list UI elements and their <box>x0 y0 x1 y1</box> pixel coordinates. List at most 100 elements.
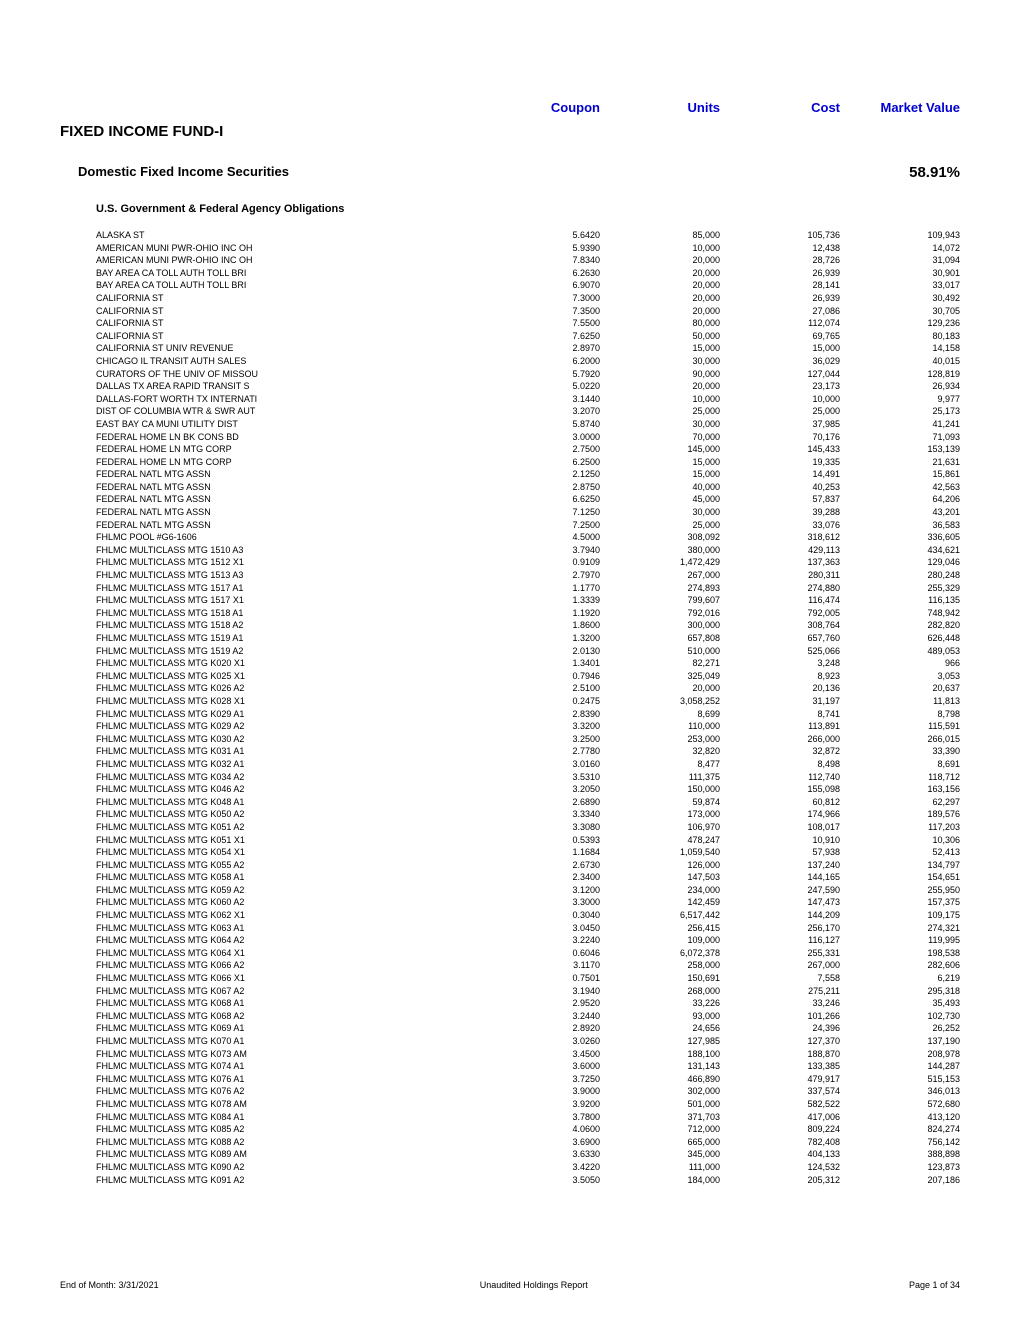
security-name: FHLMC MULTICLASS MTG K090 A2 <box>96 1161 500 1174</box>
table-row: FHLMC MULTICLASS MTG 1517 X11.3339799,60… <box>96 594 960 607</box>
market-value: 14,158 <box>840 342 960 355</box>
cost-value: 144,209 <box>720 909 840 922</box>
table-row: FHLMC MULTICLASS MTG 1512 X10.91091,472,… <box>96 556 960 569</box>
cost-value: 31,197 <box>720 695 840 708</box>
coupon-value: 7.8340 <box>500 254 600 267</box>
table-row: FEDERAL HOME LN BK CONS BD3.000070,00070… <box>96 431 960 444</box>
table-row: ALASKA ST5.642085,000105,736109,943 <box>96 229 960 242</box>
market-value: 295,318 <box>840 985 960 998</box>
market-value: 115,591 <box>840 720 960 733</box>
cost-value: 116,474 <box>720 594 840 607</box>
units-value: 110,000 <box>600 720 720 733</box>
security-name: FHLMC MULTICLASS MTG K058 A1 <box>96 871 500 884</box>
footer-report-title: Unaudited Holdings Report <box>480 1280 588 1290</box>
units-value: 665,000 <box>600 1136 720 1149</box>
cost-value: 15,000 <box>720 342 840 355</box>
cost-value: 582,522 <box>720 1098 840 1111</box>
units-value: 792,016 <box>600 607 720 620</box>
header-market-value: Market Value <box>840 100 960 115</box>
cost-value: 145,433 <box>720 443 840 456</box>
security-name: ALASKA ST <box>96 229 500 242</box>
units-value: 799,607 <box>600 594 720 607</box>
units-value: 268,000 <box>600 985 720 998</box>
cost-value: 8,498 <box>720 758 840 771</box>
security-name: CALIFORNIA ST <box>96 317 500 330</box>
coupon-value: 3.7800 <box>500 1111 600 1124</box>
security-name: FHLMC MULTICLASS MTG K066 A2 <box>96 959 500 972</box>
units-value: 274,893 <box>600 582 720 595</box>
cost-value: 101,266 <box>720 1010 840 1023</box>
coupon-value: 5.9390 <box>500 242 600 255</box>
table-row: FHLMC MULTICLASS MTG K068 A12.952033,226… <box>96 997 960 1010</box>
cost-value: 124,532 <box>720 1161 840 1174</box>
market-value: 80,183 <box>840 330 960 343</box>
security-name: FHLMC MULTICLASS MTG 1517 X1 <box>96 594 500 607</box>
coupon-value: 3.3000 <box>500 896 600 909</box>
security-name: FHLMC MULTICLASS MTG K031 A1 <box>96 745 500 758</box>
market-value: 33,390 <box>840 745 960 758</box>
market-value: 35,493 <box>840 997 960 1010</box>
security-name: FHLMC MULTICLASS MTG K029 A1 <box>96 708 500 721</box>
security-name: FHLMC MULTICLASS MTG K078 AM <box>96 1098 500 1111</box>
table-row: FHLMC MULTICLASS MTG K048 A12.689059,874… <box>96 796 960 809</box>
coupon-value: 3.0160 <box>500 758 600 771</box>
security-name: FHLMC MULTICLASS MTG 1519 A1 <box>96 632 500 645</box>
market-value: 11,813 <box>840 695 960 708</box>
coupon-value: 3.9000 <box>500 1085 600 1098</box>
security-name: FHLMC MULTICLASS MTG K063 A1 <box>96 922 500 935</box>
security-name: FHLMC MULTICLASS MTG K064 A2 <box>96 934 500 947</box>
coupon-value: 0.2475 <box>500 695 600 708</box>
units-value: 10,000 <box>600 393 720 406</box>
table-row: AMERICAN MUNI PWR-OHIO INC OH7.834020,00… <box>96 254 960 267</box>
table-row: FEDERAL NATL MTG ASSN7.125030,00039,2884… <box>96 506 960 519</box>
coupon-value: 3.7250 <box>500 1073 600 1086</box>
market-value: 189,576 <box>840 808 960 821</box>
security-name: FEDERAL NATL MTG ASSN <box>96 493 500 506</box>
table-row: FHLMC MULTICLASS MTG 1513 A32.7970267,00… <box>96 569 960 582</box>
table-row: FHLMC MULTICLASS MTG K073 AM3.4500188,10… <box>96 1048 960 1061</box>
table-row: FHLMC MULTICLASS MTG K067 A23.1940268,00… <box>96 985 960 998</box>
security-name: FHLMC MULTICLASS MTG 1518 A2 <box>96 619 500 632</box>
market-value: 3,053 <box>840 670 960 683</box>
coupon-value: 2.8750 <box>500 481 600 494</box>
table-row: FHLMC MULTICLASS MTG K020 X11.340182,271… <box>96 657 960 670</box>
page-footer: End of Month: 3/31/2021 Unaudited Holdin… <box>60 1280 960 1290</box>
table-row: FHLMC MULTICLASS MTG K029 A23.3200110,00… <box>96 720 960 733</box>
units-value: 150,000 <box>600 783 720 796</box>
units-value: 256,415 <box>600 922 720 935</box>
cost-value: 112,740 <box>720 771 840 784</box>
coupon-value: 7.1250 <box>500 506 600 519</box>
table-row: FHLMC MULTICLASS MTG K064 A23.2240109,00… <box>96 934 960 947</box>
coupon-value: 0.7501 <box>500 972 600 985</box>
units-value: 25,000 <box>600 405 720 418</box>
table-row: CALIFORNIA ST7.350020,00027,08630,705 <box>96 305 960 318</box>
coupon-value: 7.3000 <box>500 292 600 305</box>
cost-value: 20,136 <box>720 682 840 695</box>
table-row: FHLMC MULTICLASS MTG K084 A13.7800371,70… <box>96 1111 960 1124</box>
units-value: 10,000 <box>600 242 720 255</box>
table-row: FHLMC MULTICLASS MTG K034 A23.5310111,37… <box>96 771 960 784</box>
table-row: FHLMC MULTICLASS MTG K066 A23.1170258,00… <box>96 959 960 972</box>
cost-value: 337,574 <box>720 1085 840 1098</box>
units-value: 510,000 <box>600 645 720 658</box>
security-name: FHLMC MULTICLASS MTG K020 X1 <box>96 657 500 670</box>
market-value: 966 <box>840 657 960 670</box>
security-name: FHLMC MULTICLASS MTG 1518 A1 <box>96 607 500 620</box>
security-name: BAY AREA CA TOLL AUTH TOLL BRI <box>96 267 500 280</box>
coupon-value: 3.3080 <box>500 821 600 834</box>
security-name: FHLMC MULTICLASS MTG K050 A2 <box>96 808 500 821</box>
coupon-value: 2.7970 <box>500 569 600 582</box>
coupon-value: 3.6900 <box>500 1136 600 1149</box>
coupon-value: 3.1170 <box>500 959 600 972</box>
coupon-value: 6.6250 <box>500 493 600 506</box>
market-value: 756,142 <box>840 1136 960 1149</box>
cost-value: 127,044 <box>720 368 840 381</box>
units-value: 82,271 <box>600 657 720 670</box>
coupon-value: 2.0130 <box>500 645 600 658</box>
table-row: FHLMC MULTICLASS MTG K060 A23.3000142,45… <box>96 896 960 909</box>
coupon-value: 3.0000 <box>500 431 600 444</box>
security-name: CALIFORNIA ST <box>96 305 500 318</box>
market-value: 336,605 <box>840 531 960 544</box>
security-name: FHLMC MULTICLASS MTG 1512 X1 <box>96 556 500 569</box>
coupon-value: 7.6250 <box>500 330 600 343</box>
